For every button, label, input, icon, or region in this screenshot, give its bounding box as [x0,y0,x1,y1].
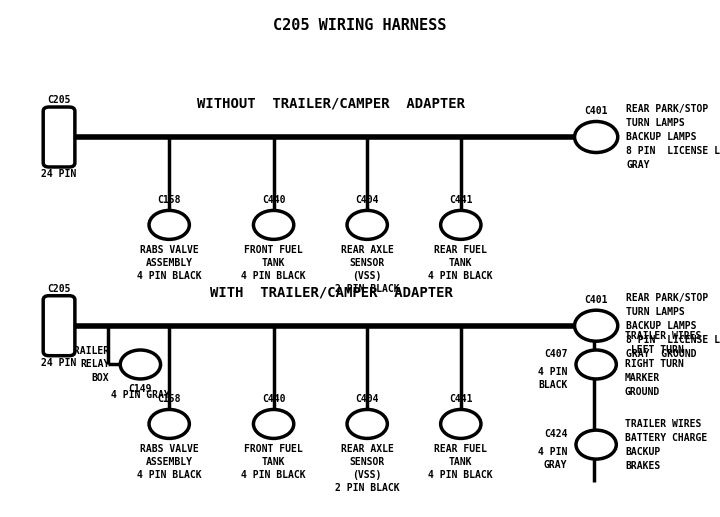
Text: C401: C401 [585,107,608,116]
Text: C205 WIRING HARNESS: C205 WIRING HARNESS [274,18,446,33]
Text: TRAILER WIRES
BATTERY CHARGE
BACKUP
BRAKES: TRAILER WIRES BATTERY CHARGE BACKUP BRAK… [625,419,707,470]
Circle shape [441,409,481,438]
Text: C440: C440 [262,394,285,404]
Text: REAR AXLE
SENSOR
(VSS)
2 PIN BLACK: REAR AXLE SENSOR (VSS) 2 PIN BLACK [335,444,400,493]
Circle shape [347,210,387,239]
Text: C441: C441 [449,394,472,404]
Text: TRAILER WIRES
 LEFT TURN
RIGHT TURN
MARKER
GROUND: TRAILER WIRES LEFT TURN RIGHT TURN MARKE… [625,331,701,398]
Text: C158: C158 [158,195,181,205]
Text: C407: C407 [544,349,567,359]
Text: 4 PIN
BLACK: 4 PIN BLACK [538,367,567,390]
Text: 24 PIN: 24 PIN [42,358,76,368]
Text: WITHOUT  TRAILER/CAMPER  ADAPTER: WITHOUT TRAILER/CAMPER ADAPTER [197,96,465,111]
Text: C205: C205 [48,284,71,294]
Text: C441: C441 [449,195,472,205]
Circle shape [575,121,618,153]
Text: 4 PIN GRAY: 4 PIN GRAY [111,390,170,400]
Circle shape [253,409,294,438]
Text: 24 PIN: 24 PIN [42,169,76,179]
Text: REAR AXLE
SENSOR
(VSS)
2 PIN BLACK: REAR AXLE SENSOR (VSS) 2 PIN BLACK [335,245,400,294]
Text: REAR PARK/STOP
TURN LAMPS
BACKUP LAMPS
8 PIN  LICENSE LAMPS
GRAY  GROUND: REAR PARK/STOP TURN LAMPS BACKUP LAMPS 8… [626,293,720,359]
Text: C424: C424 [544,430,567,439]
Text: RABS VALVE
ASSEMBLY
4 PIN BLACK: RABS VALVE ASSEMBLY 4 PIN BLACK [137,245,202,281]
Text: C404: C404 [356,394,379,404]
FancyBboxPatch shape [43,296,75,356]
Circle shape [149,210,189,239]
Circle shape [576,430,616,459]
Text: TRAILER
RELAY
BOX: TRAILER RELAY BOX [68,346,109,383]
Text: C401: C401 [585,295,608,305]
Text: RABS VALVE
ASSEMBLY
4 PIN BLACK: RABS VALVE ASSEMBLY 4 PIN BLACK [137,444,202,480]
Circle shape [576,350,616,379]
FancyBboxPatch shape [43,107,75,167]
Text: C158: C158 [158,394,181,404]
Circle shape [253,210,294,239]
Text: REAR PARK/STOP
TURN LAMPS
BACKUP LAMPS
8 PIN  LICENSE LAMPS
GRAY: REAR PARK/STOP TURN LAMPS BACKUP LAMPS 8… [626,104,720,170]
Circle shape [120,350,161,379]
Text: REAR FUEL
TANK
4 PIN BLACK: REAR FUEL TANK 4 PIN BLACK [428,245,493,281]
Circle shape [149,409,189,438]
Circle shape [347,409,387,438]
Text: WITH  TRAILER/CAMPER  ADAPTER: WITH TRAILER/CAMPER ADAPTER [210,285,453,299]
Text: C404: C404 [356,195,379,205]
Text: C205: C205 [48,95,71,105]
Circle shape [575,310,618,341]
Text: REAR FUEL
TANK
4 PIN BLACK: REAR FUEL TANK 4 PIN BLACK [428,444,493,480]
Text: 4 PIN
GRAY: 4 PIN GRAY [538,447,567,470]
Text: C149: C149 [129,384,152,394]
Text: FRONT FUEL
TANK
4 PIN BLACK: FRONT FUEL TANK 4 PIN BLACK [241,444,306,480]
Text: C440: C440 [262,195,285,205]
Text: FRONT FUEL
TANK
4 PIN BLACK: FRONT FUEL TANK 4 PIN BLACK [241,245,306,281]
Circle shape [441,210,481,239]
